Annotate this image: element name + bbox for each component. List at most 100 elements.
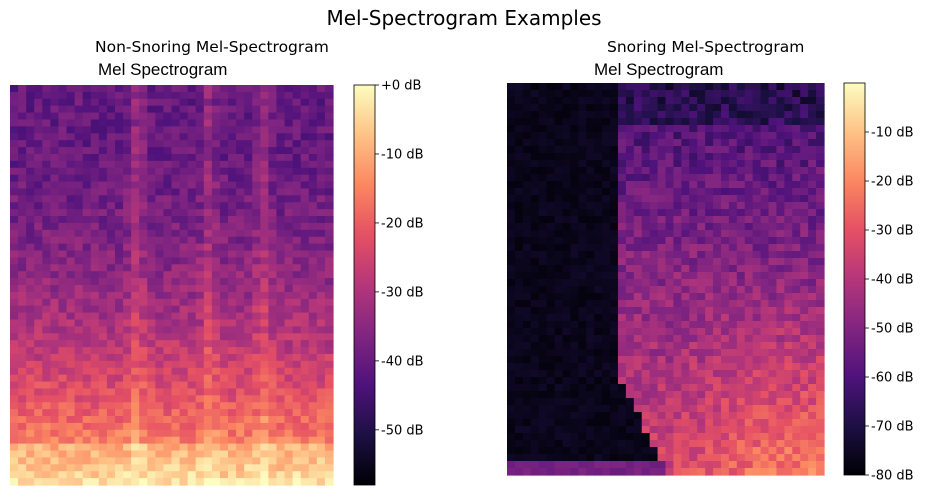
heatmap-cell (784, 265, 793, 273)
heatmap-cell (673, 342, 682, 350)
heatmap-cell (66, 250, 76, 259)
heatmap-cell (720, 146, 730, 154)
heatmap-cell (602, 412, 611, 420)
heatmap-cell (106, 133, 116, 141)
heatmap-cell (308, 409, 318, 417)
heatmap-cell (713, 237, 722, 245)
heatmap-cell (50, 133, 60, 141)
heatmap-cell (570, 433, 579, 441)
heatmap-cell (179, 291, 189, 300)
heatmap-cell (665, 405, 675, 413)
heatmap-cell (522, 468, 532, 476)
heatmap-cell (816, 349, 825, 357)
heatmap-cell (195, 112, 205, 121)
heatmap-cell (114, 85, 124, 93)
heatmap-cell (816, 90, 825, 98)
heatmap-cell (26, 119, 35, 127)
heatmap-cell (10, 153, 19, 162)
heatmap-cell (816, 300, 825, 308)
heatmap-cell (792, 468, 801, 476)
heatmap-cell (228, 278, 237, 286)
heatmap-cell (673, 335, 682, 343)
heatmap-cell (784, 237, 793, 245)
heatmap-cell (187, 119, 197, 127)
heatmap-cell (713, 118, 722, 126)
heatmap-cell (784, 188, 793, 196)
heatmap-cell (617, 237, 627, 245)
heatmap-cell (195, 381, 205, 390)
heatmap-cell (530, 300, 540, 308)
heatmap-cell (546, 363, 556, 371)
heatmap-cell (728, 167, 738, 175)
heatmap-cell (633, 433, 643, 441)
heatmap-cell (633, 251, 643, 259)
heatmap-cell (131, 402, 140, 410)
heatmap-cell (665, 314, 675, 322)
heatmap-cell (26, 167, 35, 176)
heatmap-cell (179, 402, 189, 410)
heatmap-cell (284, 264, 294, 272)
heatmap-cell (808, 167, 817, 175)
heatmap-cell (514, 370, 524, 378)
heatmap-cell (50, 422, 60, 431)
heatmap-cell (18, 395, 27, 403)
heatmap-cell (219, 112, 229, 121)
heatmap-cell (171, 160, 181, 169)
heatmap-cell (736, 181, 746, 189)
heatmap-cell (594, 251, 603, 259)
heatmap-cell (171, 195, 181, 203)
heatmap-cell (514, 363, 524, 371)
heatmap-cell (155, 388, 165, 396)
heatmap-cell (316, 140, 326, 148)
heatmap-cell (760, 328, 770, 336)
heatmap-cell (219, 381, 229, 390)
heatmap-cell (808, 111, 817, 119)
heatmap-cell (816, 370, 825, 378)
heatmap-cell (187, 464, 197, 472)
heatmap-cell (649, 104, 659, 112)
heatmap-cell (34, 367, 43, 376)
heatmap-cell (268, 264, 278, 272)
heatmap-cell (610, 391, 619, 399)
heatmap-cell (123, 471, 132, 479)
heatmap-cell (681, 384, 690, 392)
heatmap-cell (570, 398, 579, 406)
heatmap-cell (252, 140, 261, 148)
heatmap-cell (292, 153, 302, 162)
heatmap-cell (26, 202, 35, 210)
heatmap-cell (114, 388, 124, 396)
heatmap-cell (578, 342, 587, 350)
heatmap-cell (554, 307, 564, 315)
heatmap-cell (244, 216, 253, 224)
heatmap-cell (260, 126, 269, 134)
heatmap-cell (276, 112, 286, 121)
heatmap-cell (673, 223, 682, 231)
heatmap-cell (82, 443, 92, 452)
heatmap-cell (768, 314, 778, 322)
heatmap-cell (776, 405, 785, 413)
heatmap-cell (617, 132, 627, 140)
heatmap-cell (689, 83, 698, 91)
heatmap-cell (203, 236, 213, 245)
heatmap-cell (139, 374, 148, 383)
heatmap-cell (633, 468, 643, 476)
heatmap-cell (155, 105, 165, 114)
heatmap-cell (514, 433, 524, 441)
heatmap-cell (42, 216, 51, 224)
heatmap-cell (760, 363, 770, 371)
heatmap-cell (187, 278, 197, 286)
heatmap-cell (316, 209, 326, 217)
heatmap-cell (10, 236, 19, 245)
heatmap-cell (617, 286, 627, 294)
heatmap-cell (705, 412, 714, 420)
heatmap-cell (808, 461, 817, 469)
heatmap-cell (562, 244, 572, 252)
heatmap-cell (649, 251, 659, 259)
heatmap-cell (776, 370, 785, 378)
heatmap-cell (147, 381, 156, 390)
heatmap-cell (18, 298, 27, 307)
heatmap-cell (98, 250, 108, 259)
heatmap-cell (808, 118, 817, 126)
heatmap-cell (657, 153, 667, 161)
heatmap-cell (211, 250, 221, 259)
